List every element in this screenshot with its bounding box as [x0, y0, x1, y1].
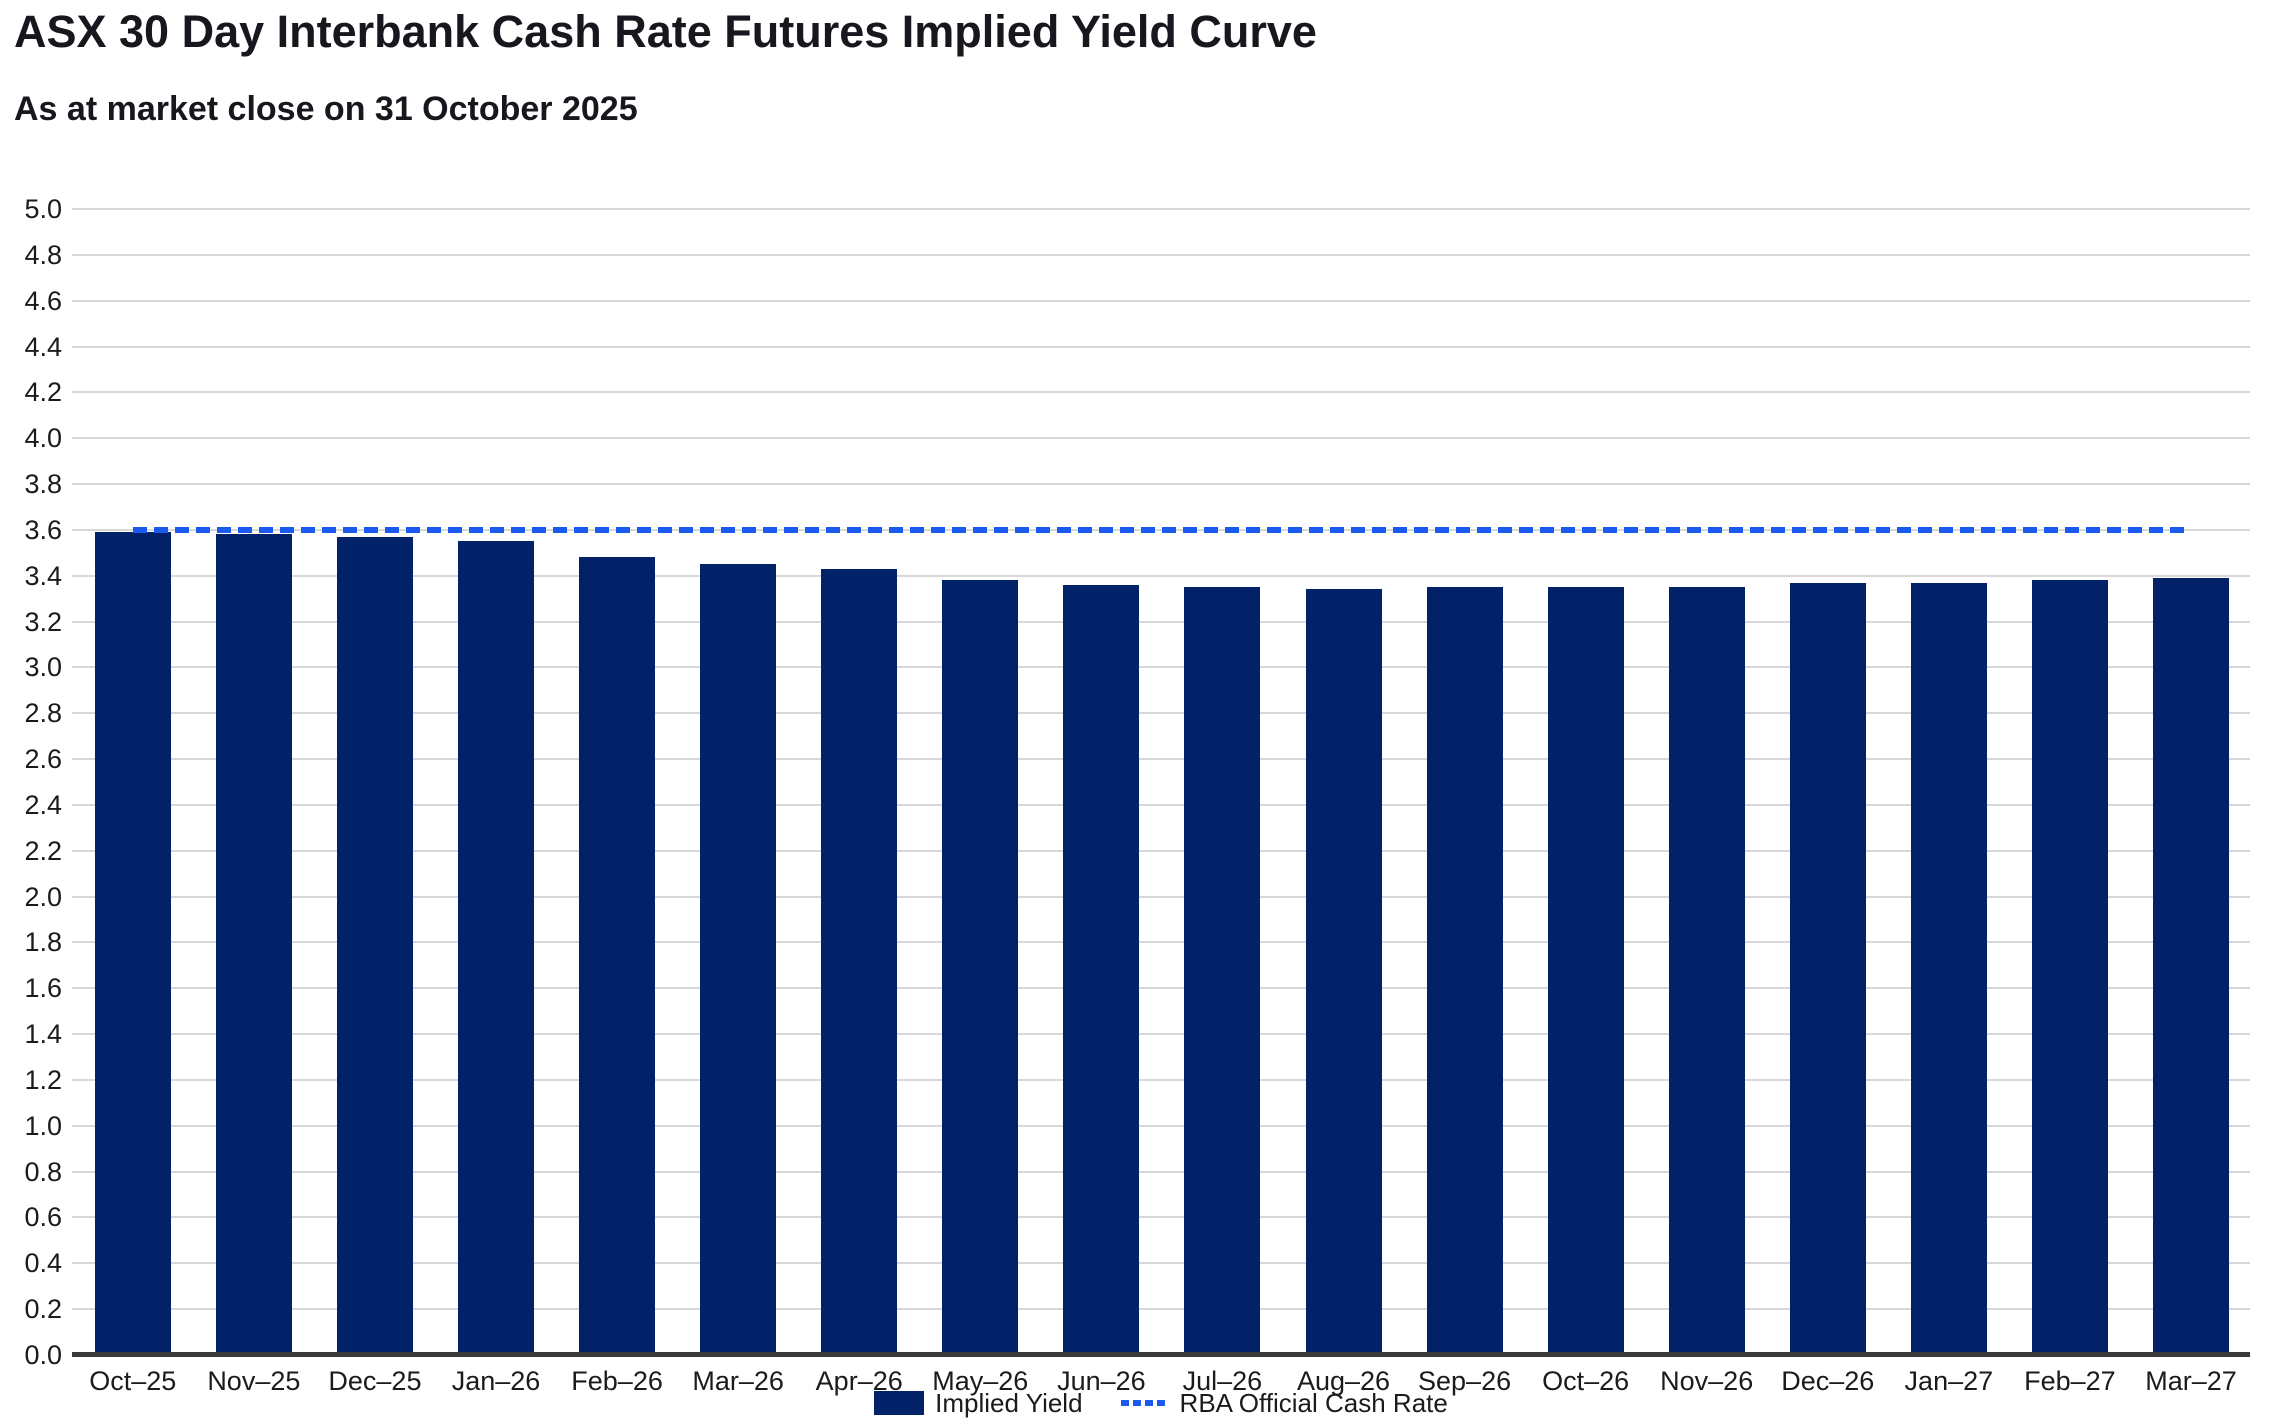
y-tick-label: 0.0	[24, 1340, 62, 1370]
x-tick-label: Feb–27	[2024, 1366, 2116, 1396]
gridline	[72, 1033, 2250, 1036]
rba-cash-rate-line	[132, 526, 2191, 533]
y-tick-label: 2.8	[24, 698, 62, 729]
bar-dec-26	[1789, 582, 1866, 1355]
y-tick-label: 2.6	[24, 744, 62, 775]
y-tick-label: 4.0	[24, 423, 62, 454]
y-tick-label: 1.8	[24, 927, 62, 958]
gridline	[72, 1262, 2250, 1265]
gridline	[72, 712, 2250, 715]
bar-nov-26	[1668, 587, 1745, 1355]
bar-jan-27	[1910, 582, 1987, 1355]
y-tick-label: 1.6	[24, 973, 62, 1004]
legend-label-implied-yield: Implied Yield	[935, 1387, 1083, 1418]
legend-item-rba-cash-rate: RBA Official Cash Rate	[1120, 1387, 1448, 1419]
x-tick-label: Jan–26	[451, 1366, 541, 1396]
x-tick-label: Jan–27	[1904, 1366, 1994, 1396]
legend: Implied Yield RBA Official Cash Rate	[72, 1387, 2250, 1419]
x-tick-label: Aug–26	[1296, 1366, 1391, 1396]
x-tick-label: Oct–26	[1542, 1366, 1630, 1396]
gridline	[72, 941, 2250, 944]
x-tick-label: Nov–26	[1660, 1366, 1754, 1396]
y-tick-label: 2.4	[24, 789, 62, 820]
y-tick-label: 3.0	[24, 652, 62, 683]
y-tick-label: 1.0	[24, 1110, 62, 1141]
gridline	[72, 483, 2250, 486]
bar-oct-25	[94, 532, 171, 1355]
gridline	[72, 437, 2250, 440]
bar-oct-26	[1547, 587, 1624, 1355]
y-tick-label: 0.8	[24, 1156, 62, 1187]
gridline	[72, 574, 2250, 577]
gridline	[72, 253, 2250, 256]
y-tick-label: 2.0	[24, 881, 62, 912]
gridline	[72, 987, 2250, 990]
bar-jun-26	[1063, 584, 1140, 1355]
gridline	[72, 666, 2250, 669]
gridline	[72, 1308, 2250, 1311]
rba-cash-rate-dash-icon	[1120, 1400, 1169, 1406]
bar-feb-27	[2031, 580, 2108, 1355]
gridline	[72, 1124, 2250, 1127]
bar-aug-26	[1305, 589, 1382, 1355]
y-tick-label: 4.6	[24, 285, 62, 316]
bar-jan-26	[458, 541, 534, 1355]
x-tick-label: Nov–25	[207, 1366, 301, 1396]
bar-mar-26	[700, 564, 777, 1355]
y-tick-label: 1.2	[24, 1064, 62, 1095]
y-tick-label: 0.6	[24, 1202, 62, 1233]
legend-item-implied-yield: Implied Yield	[874, 1387, 1083, 1419]
x-tick-label: Jun–26	[1057, 1366, 1146, 1396]
x-tick-label: Mar–27	[2145, 1366, 2237, 1396]
y-tick-label: 4.4	[24, 331, 62, 362]
chart-subtitle: As at market close on 31 October 2025	[14, 90, 638, 128]
bar-sep-26	[1426, 587, 1503, 1355]
bar-nov-25	[215, 534, 292, 1355]
x-tick-label: Oct–25	[89, 1366, 177, 1396]
y-tick-label: 3.8	[24, 469, 62, 500]
bar-may-26	[942, 580, 1019, 1355]
y-tick-label: 1.4	[24, 1019, 62, 1050]
bar-feb-26	[579, 557, 656, 1355]
chart-title: ASX 30 Day Interbank Cash Rate Futures I…	[14, 6, 1317, 57]
gridline	[72, 1216, 2250, 1219]
implied-yield-swatch-icon	[874, 1391, 925, 1415]
x-tick-label: Dec–25	[328, 1366, 422, 1396]
x-tick-label: Mar–26	[692, 1366, 784, 1396]
y-tick-label: 3.2	[24, 606, 62, 637]
gridline	[72, 895, 2250, 898]
y-tick-label: 0.4	[24, 1248, 62, 1279]
gridline	[72, 1170, 2250, 1173]
bar-dec-25	[336, 536, 413, 1355]
x-tick-label: Sep–26	[1418, 1366, 1512, 1396]
gridline	[72, 345, 2250, 348]
legend-label-rba-cash-rate: RBA Official Cash Rate	[1179, 1387, 1448, 1418]
gridline	[72, 758, 2250, 761]
gridline	[72, 803, 2250, 806]
y-tick-label: 5.0	[24, 194, 62, 224]
x-axis-line	[72, 1352, 2250, 1357]
gridline	[72, 208, 2250, 210]
x-tick-label: Dec–26	[1781, 1366, 1875, 1396]
gridline	[72, 1078, 2250, 1081]
plot-area	[72, 208, 2250, 1357]
x-tick-label: Jul–26	[1182, 1366, 1263, 1396]
gridline	[72, 299, 2250, 302]
y-tick-label: 3.4	[24, 560, 62, 591]
y-tick-label: 4.2	[24, 377, 62, 408]
x-tick-label: Feb–26	[571, 1366, 663, 1396]
y-tick-label: 4.8	[24, 239, 62, 270]
gridline	[72, 620, 2250, 623]
bar-mar-27	[2152, 578, 2229, 1355]
y-tick-label: 0.2	[24, 1294, 62, 1325]
x-tick-label: May–26	[932, 1366, 1029, 1396]
y-tick-label: 2.2	[24, 835, 62, 866]
gridline	[72, 849, 2250, 852]
gridline	[72, 391, 2250, 394]
bar-apr-26	[821, 568, 898, 1355]
y-tick-label: 3.6	[24, 514, 62, 545]
bar-jul-26	[1184, 587, 1261, 1355]
